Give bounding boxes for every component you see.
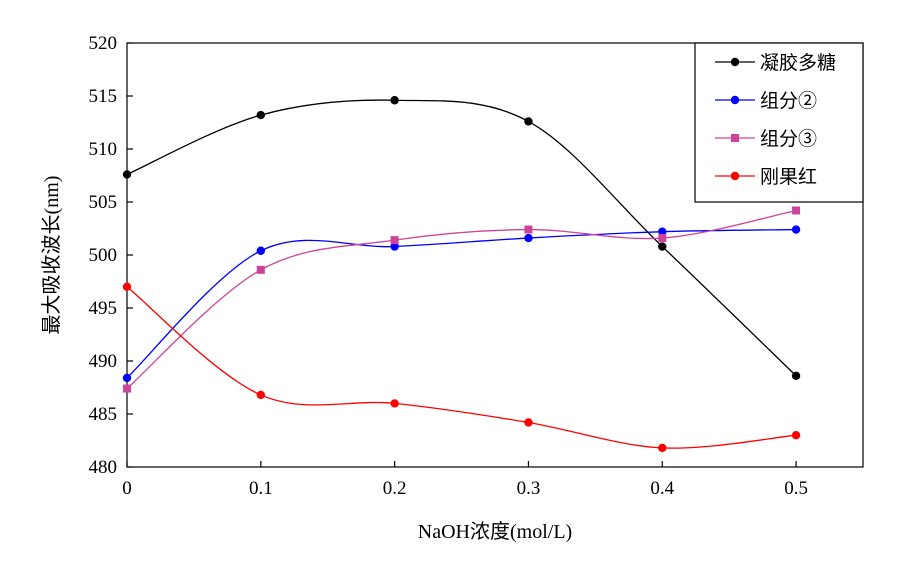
data-point xyxy=(122,170,132,179)
legend-label: 组分③ xyxy=(760,128,817,150)
series-4 xyxy=(122,282,801,453)
data-point xyxy=(122,373,132,383)
series-1 xyxy=(122,96,801,381)
y-axis: 480 485 490 495 500 505 510 515 520 xyxy=(89,33,133,478)
legend-marker xyxy=(730,95,740,105)
data-point xyxy=(123,384,131,393)
series-layer xyxy=(122,96,801,453)
series-line xyxy=(126,99,797,377)
legend-marker xyxy=(731,134,739,142)
legend-label: 刚果红 xyxy=(760,166,817,188)
data-point xyxy=(524,225,533,234)
y-tick-label: 495 xyxy=(89,298,118,319)
series-line xyxy=(126,286,797,449)
series-2 xyxy=(122,225,801,383)
data-point xyxy=(791,431,801,440)
data-point xyxy=(256,265,265,274)
y-tick-label: 500 xyxy=(89,245,118,266)
data-point xyxy=(122,282,132,291)
y-tick-label: 510 xyxy=(89,139,118,160)
x-axis: 0 0.1 0.2 0.3 0.4 0.5 xyxy=(122,461,808,499)
x-tick-label: 0.2 xyxy=(383,478,407,499)
y-tick-label: 485 xyxy=(89,404,118,425)
legend-item: 凝胶多糖 xyxy=(715,52,836,74)
legend-marker xyxy=(730,171,740,181)
data-point xyxy=(524,418,533,427)
legend-item: 刚果红 xyxy=(715,166,817,188)
y-tick-label: 480 xyxy=(89,457,118,478)
x-tick-label: 0.1 xyxy=(249,478,273,499)
x-tick-label: 0 xyxy=(122,478,132,499)
y-tick-label: 505 xyxy=(89,192,118,213)
x-tick-label: 0.4 xyxy=(650,478,674,499)
data-point xyxy=(658,242,667,251)
legend-item: 组分② xyxy=(715,90,817,112)
data-point xyxy=(256,246,266,255)
data-point xyxy=(658,227,667,236)
y-tick-label: 490 xyxy=(89,351,118,372)
data-point xyxy=(524,117,533,126)
x-axis-title: NaOH浓度(mol/L) xyxy=(418,520,572,543)
legend-marker xyxy=(730,57,740,67)
data-point xyxy=(390,96,399,105)
y-tick-label: 520 xyxy=(89,33,118,54)
x-tick-label: 0.3 xyxy=(517,478,541,499)
series-line xyxy=(126,209,797,390)
data-point xyxy=(791,371,801,381)
legend-label: 组分② xyxy=(760,90,817,112)
data-point xyxy=(256,110,266,120)
legend-label: 凝胶多糖 xyxy=(760,52,836,74)
data-point xyxy=(792,206,801,215)
data-point xyxy=(791,225,801,234)
series-line xyxy=(126,228,797,379)
series-3 xyxy=(123,206,801,393)
x-tick-label: 0.5 xyxy=(784,478,808,499)
data-point xyxy=(390,242,399,251)
data-point xyxy=(658,234,667,243)
legend-item: 组分③ xyxy=(715,128,817,150)
data-point xyxy=(524,233,533,243)
y-axis-title: 最大吸收波长(nm) xyxy=(40,176,63,335)
y-tick-label: 515 xyxy=(89,86,118,107)
data-point xyxy=(390,236,399,245)
data-point xyxy=(390,399,399,408)
data-point xyxy=(256,390,266,400)
data-point xyxy=(658,443,667,453)
